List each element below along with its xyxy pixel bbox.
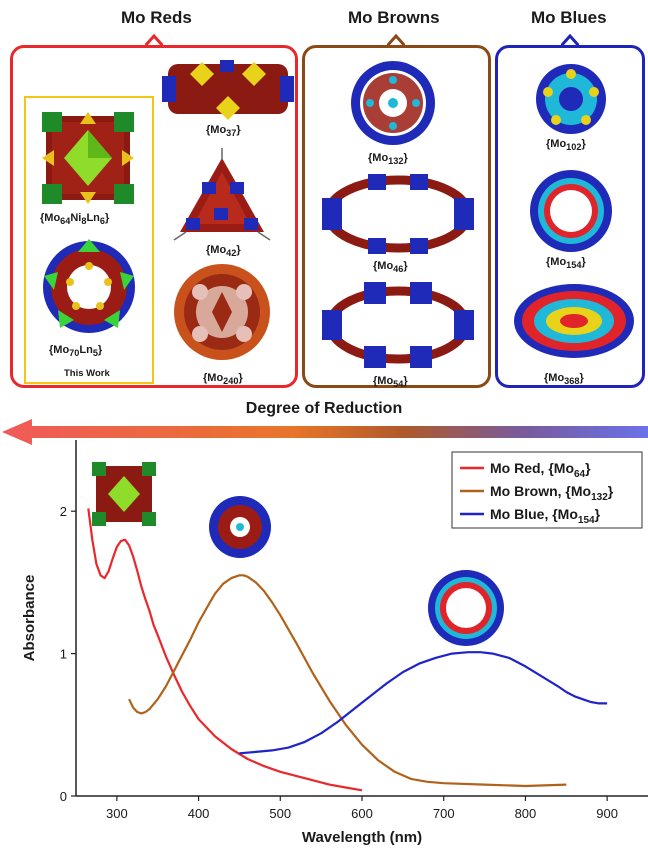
mo-blues-title: Mo Blues — [531, 8, 607, 27]
absorbance-chart: 300 400 500 600 700 800 900 0 1 2 Wavelength (nm)… — [21, 440, 648, 846]
x-axis-title: Wavelength (nm) — [302, 829, 422, 846]
x-tick-label: 700 — [433, 806, 455, 821]
legend-label-red: Mo Red, {Mo64} — [490, 460, 591, 480]
mo64-structure-image — [42, 112, 134, 204]
mo54-caption: {Mo54} — [373, 375, 408, 390]
y-tick-label: 0 — [60, 789, 67, 804]
mo132-structure-image — [351, 61, 435, 145]
x-tick-label: 900 — [596, 806, 618, 821]
y-tick-label: 2 — [60, 504, 67, 519]
x-tick-label: 400 — [188, 806, 210, 821]
mo42-structure-image — [173, 148, 271, 241]
x-tick-label: 500 — [269, 806, 291, 821]
this-work-label: This Work — [64, 368, 110, 379]
inset-mo132-structure — [209, 496, 271, 558]
mo64-caption: {Mo64Ni8Ln6} — [40, 212, 110, 227]
mo-red-curve — [87, 508, 363, 792]
mo132-caption: {Mo132} — [368, 152, 408, 167]
mo-reds-panel — [10, 45, 298, 388]
degree-of-reduction-arrow — [2, 419, 648, 445]
x-tick-label: 300 — [106, 806, 128, 821]
y-tick-label: 1 — [60, 647, 67, 662]
inset-mo64-structure — [92, 462, 156, 526]
y-axis-title: Absorbance — [21, 575, 38, 662]
mo37-structure-image — [162, 60, 294, 120]
legend-box — [451, 451, 643, 529]
mo70-caption: {Mo70Ln5} — [49, 344, 103, 359]
mo-browns-panel — [302, 45, 491, 388]
mo102-structure-image — [536, 64, 606, 134]
this-work-box — [24, 96, 154, 384]
legend-label-blue: Mo Blue, {Mo154} — [490, 506, 601, 526]
mo154-structure-image — [530, 170, 612, 252]
mo-brown-curve — [128, 574, 567, 788]
legend: Mo Red, {Mo64} Mo Brown, {Mo132} Mo Blue… — [451, 451, 643, 529]
inset-mo154-structure — [428, 570, 504, 646]
mo46-structure-image — [322, 174, 474, 254]
degree-of-reduction-label: Degree of Reduction — [245, 400, 403, 417]
mo-blue-curve — [239, 651, 608, 755]
mo102-caption: {Mo102} — [546, 138, 586, 153]
x-tick-label: 800 — [515, 806, 537, 821]
legend-label-brown: Mo Brown, {Mo132} — [490, 483, 614, 503]
mo240-caption: {Mo240} — [203, 372, 243, 387]
mo368-structure-image — [514, 284, 634, 358]
blues-bracket-notch — [561, 33, 579, 48]
x-tick-label: 600 — [351, 806, 373, 821]
mo240-structure-image — [174, 264, 270, 360]
reds-bracket-notch — [145, 33, 163, 48]
mo54-structure-image — [322, 282, 474, 368]
mo-blues-panel — [495, 45, 645, 388]
mo70-structure-image — [43, 239, 135, 333]
mo46-caption: {Mo46} — [373, 260, 408, 275]
mo154-caption: {Mo154} — [546, 256, 586, 271]
mo-browns-title: Mo Browns — [348, 8, 440, 27]
mo-reds-title: Mo Reds — [121, 8, 192, 27]
mo37-caption: {Mo37} — [206, 124, 241, 139]
browns-bracket-notch — [387, 33, 405, 48]
mo368-caption: {Mo368} — [544, 372, 584, 387]
mo42-caption: {Mo42} — [206, 244, 241, 259]
